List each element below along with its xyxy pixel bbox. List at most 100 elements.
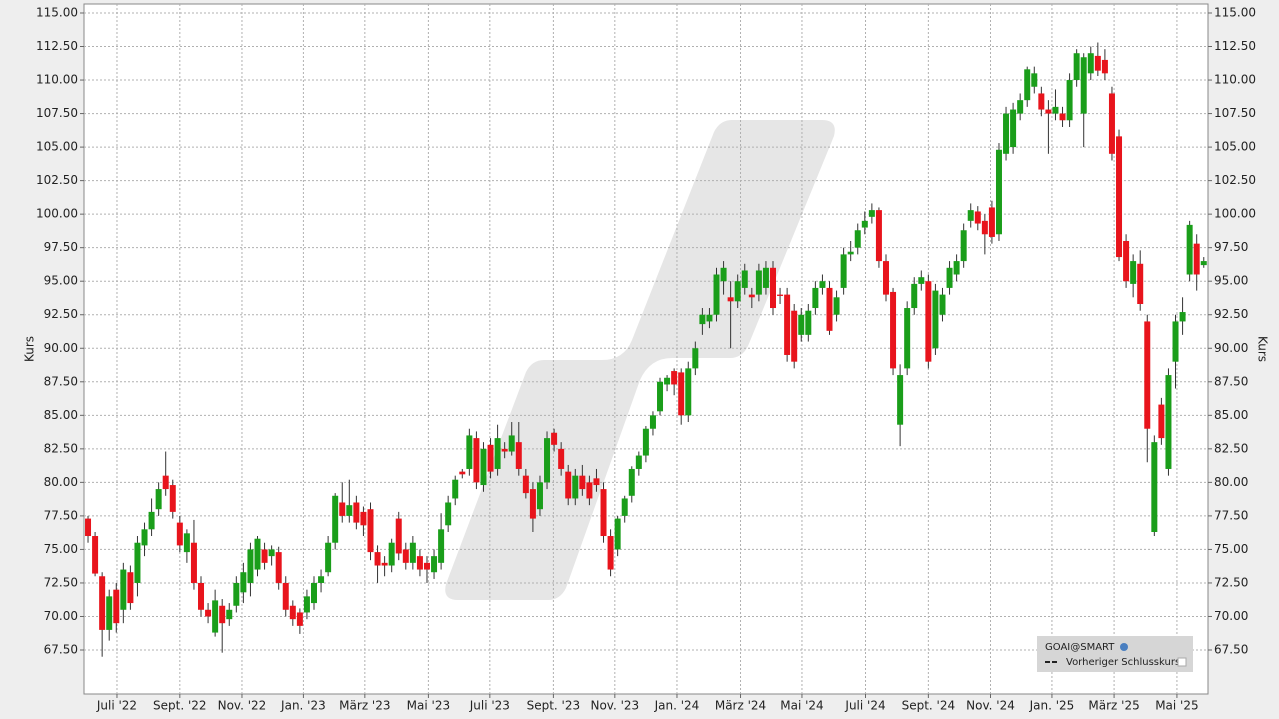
candle-body: [127, 572, 134, 604]
y-axis-label: Kurs: [23, 336, 37, 362]
y-tick-label: 112.50: [36, 39, 78, 53]
candle-body: [247, 549, 254, 583]
candle-body: [113, 589, 120, 624]
y-tick-label: 70.00: [44, 609, 78, 623]
candle-body: [1073, 53, 1080, 81]
candle-body: [544, 438, 551, 483]
candle-body: [494, 438, 501, 469]
legend-checkbox[interactable]: [1177, 657, 1187, 667]
candle-body: [890, 291, 897, 369]
candle-body: [240, 572, 247, 593]
candle-body: [1123, 240, 1130, 282]
y2-tick-label: 85.00: [1214, 408, 1248, 422]
candle-body: [868, 210, 875, 217]
candle-body: [1193, 243, 1200, 275]
candle-body: [875, 210, 882, 262]
x-tick-label: Mai '24: [780, 699, 823, 713]
candle-body: [275, 552, 282, 583]
candle-body: [515, 442, 522, 469]
candle-body: [183, 533, 190, 553]
x-tick-label: Jan. '24: [654, 699, 700, 713]
candle-body: [741, 270, 748, 288]
candle-body: [134, 542, 141, 583]
candle-body: [388, 542, 395, 566]
candle-body: [727, 297, 734, 302]
candle-body: [932, 290, 939, 349]
candle-body: [423, 562, 430, 570]
candle-body: [1108, 93, 1115, 154]
candle-body: [1144, 321, 1151, 429]
candle-body: [826, 287, 833, 331]
candle-body: [1059, 113, 1066, 121]
watermark: [445, 120, 835, 600]
candle-body: [529, 489, 536, 519]
candle-body: [840, 254, 847, 288]
candle-body: [635, 455, 642, 469]
candle-body: [565, 471, 572, 499]
candle-body: [346, 505, 353, 516]
candle-body: [614, 518, 621, 550]
y2-tick-label: 87.50: [1214, 374, 1248, 388]
y-tick-label: 97.50: [44, 240, 78, 254]
y-tick-label: 75.00: [44, 542, 78, 556]
candle-body: [303, 596, 310, 613]
candle-body: [325, 542, 332, 573]
x-tick-label: Sept. '24: [902, 699, 956, 713]
candle-body: [995, 149, 1002, 235]
legend-icon: [1120, 643, 1128, 651]
candle-body: [657, 381, 664, 412]
x-tick-label: Nov. '22: [218, 699, 267, 713]
candle-body: [1038, 93, 1045, 110]
y2-tick-label: 82.50: [1214, 441, 1248, 455]
candle-body: [233, 582, 240, 606]
candle-body: [685, 368, 692, 416]
candle-body: [374, 552, 381, 566]
candle-body: [1200, 261, 1207, 266]
x-tick-label: März '24: [715, 699, 766, 713]
candle-body: [1186, 224, 1193, 275]
candle-body: [1172, 321, 1179, 362]
candle-body: [925, 281, 932, 362]
candle-body: [1024, 69, 1031, 101]
candle-body: [918, 277, 925, 284]
y2-tick-label: 92.50: [1214, 307, 1248, 321]
candle-body: [1066, 80, 1073, 121]
candle-body: [1045, 109, 1052, 114]
candle-body: [882, 261, 889, 295]
candle-body: [967, 210, 974, 221]
candle-body: [628, 468, 635, 496]
candle-body: [854, 230, 861, 248]
y-tick-label: 67.50: [44, 643, 78, 657]
candle-body: [452, 479, 459, 499]
y2-tick-label: 95.00: [1214, 274, 1248, 288]
candle-body: [353, 502, 360, 523]
candle-body: [367, 509, 374, 553]
candle-body: [678, 372, 685, 416]
x-tick-label: Sept. '22: [153, 699, 207, 713]
candle-body: [988, 207, 995, 237]
candle-body: [438, 529, 445, 563]
candle-body: [579, 475, 586, 490]
grid: [80, 4, 1212, 698]
candle-body: [205, 609, 212, 617]
candle-body: [395, 518, 402, 554]
candle-body: [332, 495, 339, 543]
candle-body: [600, 489, 607, 537]
candle-body: [431, 556, 438, 573]
x-tick-label: Mai '25: [1155, 699, 1198, 713]
candle-body: [381, 562, 388, 566]
candle-body: [141, 529, 148, 546]
candle-body: [1151, 442, 1158, 532]
y2-tick-label: 75.00: [1214, 542, 1248, 556]
candle-body: [339, 502, 346, 516]
candle-body: [1158, 404, 1165, 439]
candle-body: [649, 415, 656, 429]
candle-body: [310, 582, 317, 604]
x-tick-label: März '25: [1088, 699, 1139, 713]
y2-axis-label: Kurs: [1256, 336, 1270, 362]
y2-tick-label: 105.00: [1214, 140, 1256, 154]
candle-body: [671, 371, 678, 385]
y-tick-label: 87.50: [44, 374, 78, 388]
y2-tick-label: 90.00: [1214, 341, 1248, 355]
candle-body: [1165, 375, 1172, 469]
